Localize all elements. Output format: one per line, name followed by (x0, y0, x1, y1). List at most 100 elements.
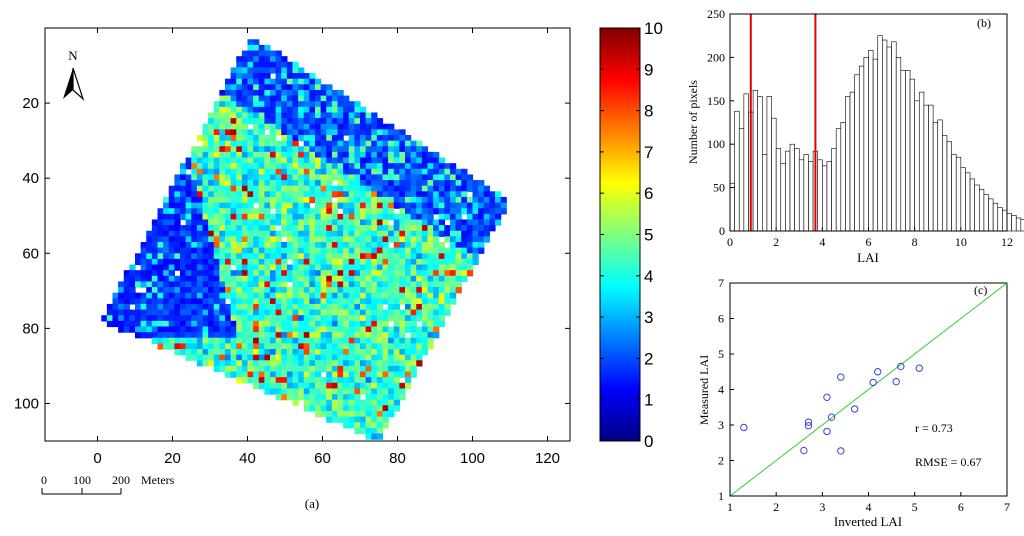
histogram-y-axis: 0 50 100 150 200 250 (707, 7, 734, 238)
scatter-point (804, 422, 813, 430)
histogram-x-tick-label: 10 (955, 235, 967, 249)
histogram-bar (946, 141, 952, 232)
colorbar: 0 1 2 3 4 5 6 7 8 9 10 (599, 19, 663, 451)
histogram-x-tick-label: 2 (773, 235, 779, 249)
histogram-x-axis: 0 2 4 6 8 10 12 (727, 227, 1013, 249)
histogram-bar (877, 35, 883, 232)
scatter-point (837, 373, 845, 381)
scatter-x-tick-label: 1 (727, 500, 733, 514)
histogram-bar (932, 122, 939, 232)
colorbar-tick-label: 1 (644, 391, 653, 410)
scatter-point (800, 446, 808, 455)
map-x-axis: 0 20 40 60 80 100 120 (93, 28, 560, 467)
histogram-x-tick-label: 4 (819, 235, 825, 249)
one-to-one-line (729, 282, 1008, 497)
colorbar-tick-label: 2 (644, 349, 653, 368)
histogram-bar (1002, 209, 1008, 232)
histogram-bar (1015, 217, 1022, 232)
histogram-bar (734, 110, 740, 232)
north-arrow-label: N (68, 48, 78, 63)
histogram-bar (882, 39, 888, 232)
map-y-tick-label: 60 (22, 245, 39, 262)
scatter-y-tick-label: 3 (718, 418, 724, 432)
histogram-bar (835, 128, 842, 232)
histogram-bar (868, 50, 874, 232)
histogram-y-tick-label: 200 (707, 50, 725, 64)
colorbar-ticks: 0 1 2 3 4 5 6 7 8 9 10 (600, 19, 663, 451)
histogram-bar (757, 96, 763, 232)
map-y-tick-label: 20 (22, 95, 39, 112)
histogram-bar (863, 57, 869, 232)
histogram-bar (1020, 219, 1024, 232)
histogram-bar (785, 150, 791, 232)
scatter-x-axis: 1 2 3 4 5 6 7 (727, 492, 1010, 514)
north-arrow-icon: N (63, 48, 85, 101)
histogram-bar (743, 93, 749, 232)
scatter-y-tick-label: 1 (718, 489, 724, 503)
colorbar-tick-label: 5 (644, 226, 653, 245)
scatter-x-tick-label: 7 (1004, 500, 1010, 514)
scatter-point (823, 427, 831, 436)
scatter-points (740, 362, 923, 455)
histogram-bar (858, 65, 865, 232)
scatter-y-tick-label: 7 (718, 276, 724, 290)
histogram-bar (886, 46, 892, 232)
scale-unit: Meters (141, 473, 175, 487)
scale-label-200: 200 (112, 473, 130, 487)
histogram-bar (965, 172, 971, 232)
map-x-tick-label: 80 (389, 450, 406, 467)
histogram-x-tick-label: 8 (912, 235, 918, 249)
scatter-x-tick-label: 5 (912, 500, 918, 514)
histogram-reference-lines (749, 14, 817, 231)
panel-a-label: (a) (305, 496, 319, 511)
scatter-y-tick-label: 5 (718, 347, 724, 361)
map-x-tick-label: 0 (93, 450, 101, 467)
histogram-bar (997, 207, 1003, 232)
histogram-bar (1006, 213, 1012, 232)
histogram-bar (826, 161, 832, 232)
histogram-bar (789, 143, 795, 232)
scatter-point (740, 423, 748, 432)
histogram-bar (794, 148, 800, 232)
histogram-bar (817, 159, 823, 232)
histogram-bar (808, 161, 814, 232)
histogram-bar (942, 135, 948, 232)
histogram-bar (960, 167, 966, 232)
map-x-tick-label: 60 (314, 450, 331, 467)
scatter-point (869, 378, 877, 387)
colorbar-tick-label: 8 (644, 102, 653, 121)
colorbar-gradient (599, 27, 641, 442)
histogram-bar (992, 202, 999, 232)
histogram-bar (914, 100, 920, 232)
histogram-bar (798, 159, 805, 232)
histogram-bar (854, 74, 860, 232)
histogram-bar (831, 148, 837, 232)
colorbar-tick-label: 10 (644, 19, 663, 38)
scatter-point (850, 405, 859, 413)
scatter-y-tick-label: 2 (718, 454, 724, 468)
map-x-tick-label: 100 (460, 450, 485, 467)
histogram-bar (729, 182, 735, 232)
scale-bar: 0 100 200 Meters (41, 473, 175, 495)
scatter-xlabel: Inverted LAI (834, 514, 902, 529)
panel-a: 0 20 40 60 80 100 120 20 40 60 80 100 N 0 100 200 … (14, 27, 571, 511)
histogram-bar (928, 104, 934, 232)
scatter-y-tick-label: 6 (718, 312, 724, 326)
histogram-bar (937, 119, 943, 232)
histogram-x-tick-label: 12 (1001, 235, 1013, 249)
histogram-x-tick-label: 0 (727, 235, 733, 249)
panel-b-label: (b) (977, 16, 991, 30)
scatter-y-axis: 1 2 3 4 5 6 7 (718, 276, 734, 503)
histogram-bar (983, 194, 989, 232)
map-y-tick-label: 80 (22, 320, 39, 337)
map-y-tick-label: 40 (22, 170, 39, 187)
histogram-bar (969, 178, 975, 232)
histogram-y-tick-label: 0 (719, 224, 725, 238)
colorbar-tick-label: 4 (644, 267, 653, 286)
histogram-bar (872, 58, 879, 232)
histogram-bars (729, 35, 1024, 232)
histogram-y-tick-label: 150 (707, 94, 725, 108)
scale-label-0: 0 (41, 473, 47, 487)
histogram-bar (803, 154, 809, 232)
lai-map-cells (101, 39, 507, 440)
